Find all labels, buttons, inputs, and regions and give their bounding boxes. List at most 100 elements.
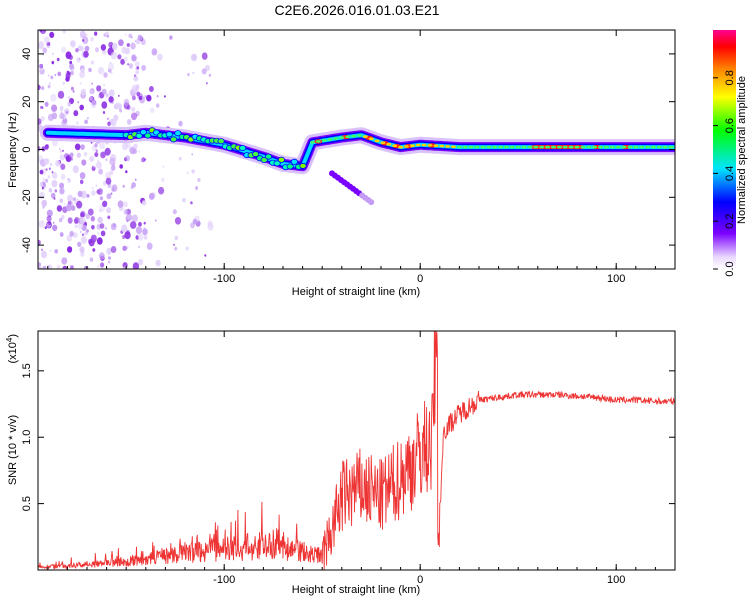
spectral-peak [144,132,152,139]
noise-speckle [132,148,138,154]
noise-speckle [108,260,111,264]
noise-speckle [187,73,190,77]
spectral-core [498,145,504,149]
noise-speckle [99,196,104,201]
spectral-core [533,145,539,149]
snr-series-line [38,331,675,570]
noise-speckle [41,146,46,152]
noise-speckle [106,193,112,200]
noise-speckle [118,94,120,97]
noise-speckle [82,39,85,42]
noise-speckle [107,121,111,127]
noise-speckle [80,230,82,234]
noise-speckle [72,165,79,174]
noise-speckle [141,200,147,206]
noise-speckle [107,215,111,220]
noise-speckle [101,88,107,95]
spectral-core [309,141,315,144]
noise-speckle [100,230,106,237]
noise-speckle [73,110,79,117]
noise-speckle [156,95,159,98]
noise-speckle [61,257,68,265]
noise-speckle [67,246,73,253]
noise-speckle [50,192,56,199]
noise-speckle [128,63,134,69]
noise-speckle [80,144,85,151]
noise-speckle [46,215,52,222]
spectral-peak [135,132,143,139]
noise-speckle [125,213,133,222]
noise-speckle [80,251,85,257]
colorbar-tick-label: 0.6 [724,118,736,133]
noise-speckle [96,237,103,245]
noise-speckle [195,186,198,190]
noise-speckle [182,198,186,203]
chart-title: C2E6.2026.016.01.03.E21 [274,2,439,18]
noise-speckle [38,84,41,91]
noise-speckle [60,163,66,170]
noise-speckle [109,62,112,65]
noise-speckle [59,182,65,189]
noise-speckle [42,47,48,54]
noise-speckle [97,265,100,268]
noise-speckle [60,173,66,180]
noise-speckle [53,197,56,200]
spectral-core [598,145,603,149]
noise-speckle [48,167,51,170]
noise-speckle [138,245,140,249]
noise-speckle [59,154,65,161]
y-tick-label: -40 [21,237,33,253]
noise-speckle [90,234,97,243]
noise-speckle [138,95,143,101]
spectral-core [333,137,339,140]
noise-speckle [111,187,115,192]
noise-speckle [135,70,139,75]
spectral-core [404,145,409,148]
noise-speckle [123,98,130,106]
spectral-core [556,145,562,149]
spectral-core [574,145,580,149]
noise-speckle [161,177,165,182]
colorbar [713,30,736,269]
noise-speckle [67,177,70,181]
spectral-peak [290,158,298,165]
spectral-core [339,136,345,139]
noise-speckle [117,200,124,208]
noise-speckle [105,93,109,98]
noise-speckle [143,235,148,240]
noise-speckle [110,71,113,75]
noise-speckle [192,71,195,75]
noise-speckle [84,119,88,125]
noise-speckle [191,153,194,156]
noise-speckle [57,71,62,77]
noise-speckle [69,63,74,70]
noise-speckle [80,236,87,244]
noise-speckle [97,188,103,196]
noise-speckle [83,50,89,58]
noise-speckle [38,262,41,267]
noise-speckle [70,86,74,91]
spectral-core [468,145,474,149]
noise-speckle [191,169,195,174]
noise-speckle [80,212,85,218]
noise-speckle [41,199,47,207]
noise-speckle [43,36,50,44]
noise-speckle [62,265,68,269]
noise-speckle [100,262,105,268]
noise-speckle [134,61,140,68]
noise-speckle [95,47,99,53]
noise-speckle [99,223,105,229]
noise-speckle [178,120,183,127]
noise-speckle [126,119,132,125]
noise-speckle [56,57,60,62]
noise-speckle [70,40,76,48]
spectral-peak [165,131,173,138]
noise-speckle [41,86,45,91]
noise-speckle [44,226,47,230]
noise-speckle [45,168,48,171]
spectrogram-area [38,30,675,269]
y-tick-label: 20 [21,96,33,108]
noise-speckle [89,88,94,95]
noise-speckle [86,194,90,198]
